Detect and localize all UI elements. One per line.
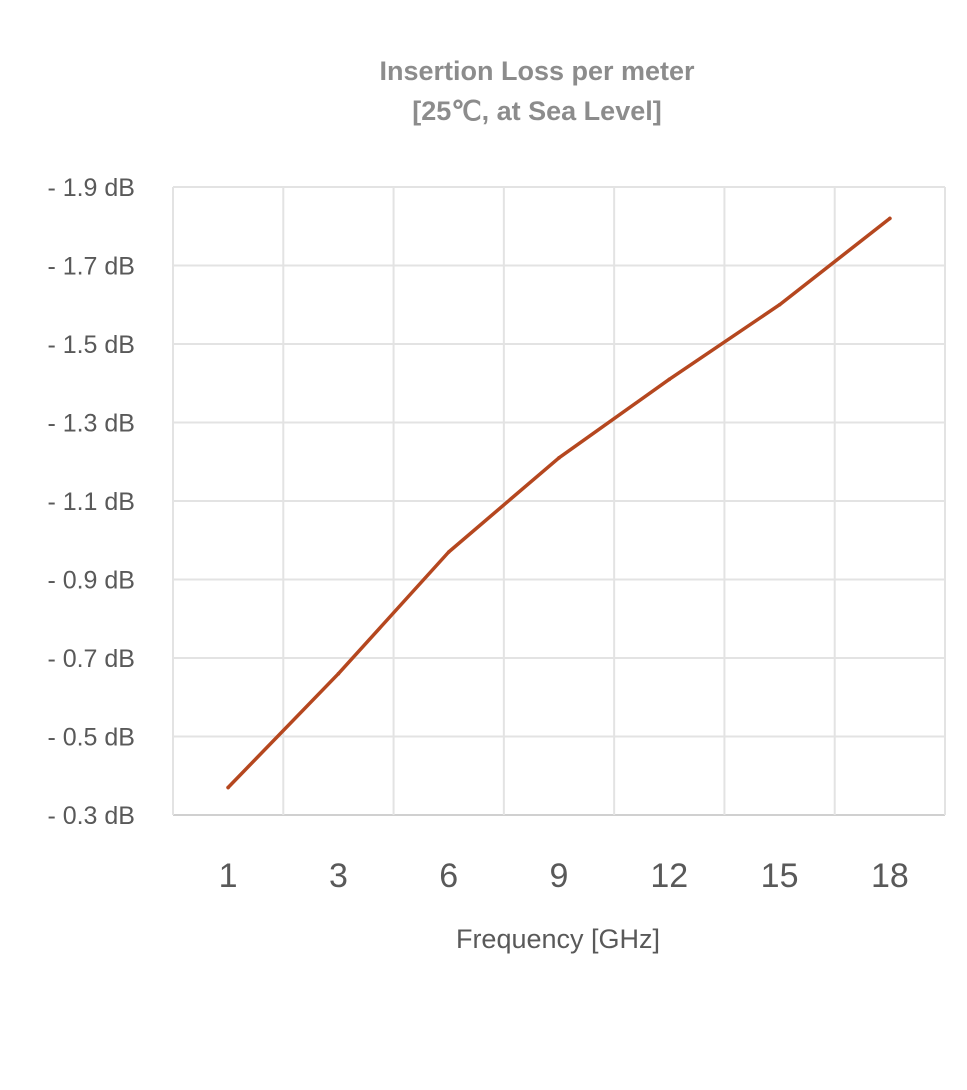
x-tick-label: 3 <box>329 857 348 895</box>
data-point <box>557 456 561 460</box>
x-tick-label: 18 <box>871 857 909 895</box>
x-axis-label: Frequency [GHz] <box>456 924 660 954</box>
x-axis-ticks: 1 3 6 9 12 15 18 <box>219 857 909 895</box>
data-point <box>226 785 230 790</box>
y-tick-label: - 1.9 dB <box>47 174 135 202</box>
data-point <box>667 377 672 382</box>
y-tick-label: - 1.7 dB <box>47 253 135 281</box>
series-line <box>226 216 892 790</box>
y-tick-label: - 1.5 dB <box>47 331 135 359</box>
grid-layer <box>172 186 946 816</box>
y-tick-label: - 1.3 dB <box>47 410 135 438</box>
x-tick-label: 15 <box>761 857 799 895</box>
data-point <box>888 216 892 221</box>
data-point <box>777 302 782 307</box>
chart-title-line-1: Insertion Loss per meter <box>379 56 695 86</box>
data-point <box>446 550 451 554</box>
x-tick-label: 9 <box>550 857 569 895</box>
y-tick-label: - 0.3 dB <box>47 802 135 830</box>
series-layer <box>226 216 892 790</box>
y-tick-label: - 1.1 dB <box>47 488 135 516</box>
x-tick-label: 6 <box>439 857 458 895</box>
y-tick-label: - 0.9 dB <box>47 567 135 595</box>
y-tick-label: - 0.5 dB <box>47 724 135 752</box>
y-axis-ticks: - 1.9 dB - 1.7 dB - 1.5 dB - 1.3 dB - 1.1 dB… <box>47 174 135 830</box>
x-tick-label: 1 <box>219 857 238 895</box>
data-point <box>336 671 341 676</box>
x-tick-label: 12 <box>650 857 688 895</box>
chart-title-line-2: [25℃, at Sea Level] <box>412 96 661 126</box>
y-tick-label: - 0.7 dB <box>47 645 135 673</box>
